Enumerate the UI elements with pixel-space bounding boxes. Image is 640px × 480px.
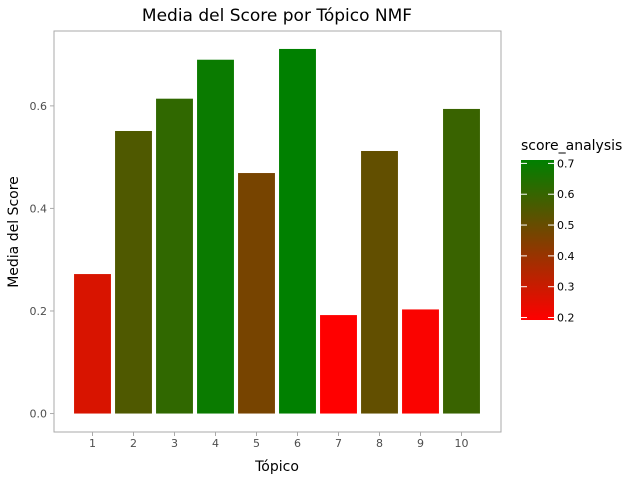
y-tick-label: 0.4	[30, 202, 48, 215]
legend-tick-label: 0.6	[557, 188, 575, 201]
bar-5	[238, 173, 275, 414]
bar-7	[320, 315, 357, 414]
bar-4	[197, 59, 234, 414]
x-tick-label: 5	[253, 437, 260, 450]
legend-tick-label: 0.2	[557, 312, 575, 325]
bar-8	[361, 150, 398, 414]
legend-ticks: 0.2 0.3 0.4 0.5 0.6 0.7	[521, 157, 575, 325]
x-tick-label: 10	[455, 437, 469, 450]
y-tick-label: 0.0	[30, 408, 48, 421]
bar-6	[279, 48, 316, 414]
chart-title: Media del Score por Tópico NMF	[142, 6, 412, 26]
x-tick-label: 8	[376, 437, 383, 450]
x-axis-ticks: 1 2 3 4 5 6 7 8 9 10	[89, 432, 469, 450]
legend-tick-label: 0.7	[557, 157, 575, 170]
x-tick-label: 7	[335, 437, 342, 450]
x-tick-label: 9	[417, 437, 424, 450]
x-tick-label: 3	[171, 437, 178, 450]
bars-group	[74, 48, 480, 414]
x-tick-label: 4	[212, 437, 219, 450]
x-tick-label: 1	[89, 437, 96, 450]
legend-title: score_analysis	[521, 138, 622, 154]
y-tick-label: 0.2	[30, 305, 48, 318]
bar-1	[74, 274, 111, 414]
y-axis-ticks: 0.0 0.2 0.4 0.6	[30, 100, 54, 421]
bar-9	[402, 309, 439, 414]
legend: score_analysis 0.2 0.3 0.4 0.5 0.6 0.7	[521, 138, 622, 325]
legend-tick-label: 0.4	[557, 250, 575, 263]
legend-tick-label: 0.5	[557, 219, 575, 232]
legend-colorbar	[521, 160, 554, 320]
legend-tick-label: 0.3	[557, 281, 575, 294]
x-tick-label: 2	[130, 437, 137, 450]
x-axis-label: Tópico	[254, 459, 299, 475]
bar-10	[443, 108, 480, 414]
y-tick-label: 0.6	[30, 100, 48, 113]
y-axis-label: Media del Score	[6, 176, 22, 288]
bar-3	[156, 98, 193, 414]
x-tick-label: 6	[294, 437, 301, 450]
bar-2	[115, 130, 152, 414]
